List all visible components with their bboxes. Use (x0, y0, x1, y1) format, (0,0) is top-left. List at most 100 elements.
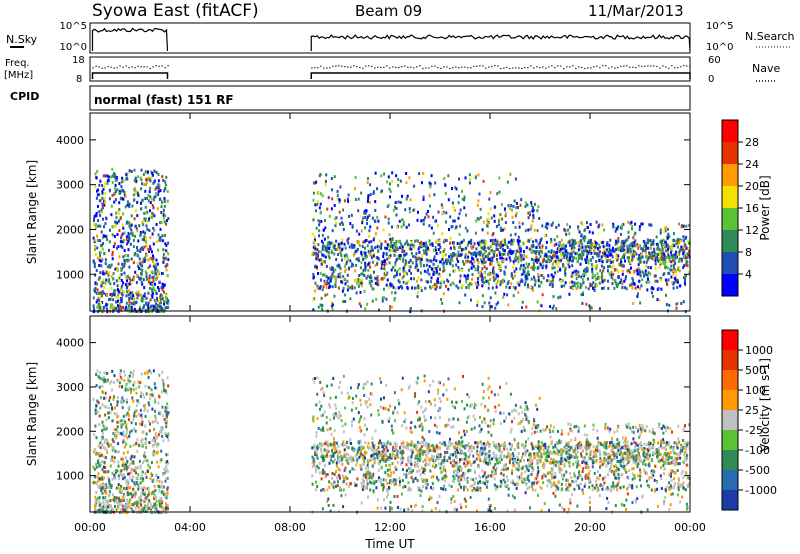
backscatter-cell (562, 245, 565, 249)
backscatter-cell (328, 241, 331, 245)
backscatter-cell (97, 452, 100, 456)
backscatter-cell (560, 244, 563, 248)
backscatter-cell (140, 505, 143, 509)
backscatter-cell (166, 492, 169, 496)
backscatter-cell (417, 291, 420, 294)
backscatter-cell (661, 248, 664, 252)
backscatter-cell (356, 281, 359, 285)
backscatter-cell (143, 211, 146, 215)
y-tick-label: 2000 (56, 223, 84, 236)
nave-point (665, 66, 667, 68)
backscatter-cell (578, 256, 580, 260)
backscatter-cell (162, 213, 165, 217)
backscatter-cell (488, 258, 491, 261)
backscatter-cell (118, 499, 121, 503)
backscatter-cell (164, 461, 167, 465)
backscatter-cell (465, 280, 468, 284)
backscatter-cell (392, 285, 395, 289)
backscatter-cell (132, 399, 135, 403)
backscatter-cell (506, 282, 509, 286)
backscatter-cell (609, 238, 612, 242)
backscatter-cell (146, 178, 149, 181)
backscatter-cell (676, 285, 679, 289)
backscatter-cell (164, 299, 167, 303)
backscatter-cell (144, 197, 147, 200)
backscatter-cell (386, 257, 389, 261)
backscatter-cell (555, 255, 558, 259)
backscatter-cell (144, 170, 147, 174)
backscatter-cell (98, 423, 101, 427)
backscatter-cell (102, 500, 105, 504)
backscatter-cell (142, 257, 145, 261)
backscatter-cell (345, 452, 348, 456)
backscatter-cell (151, 289, 154, 293)
backscatter-cell (554, 271, 557, 275)
backscatter-cell (123, 434, 126, 438)
backscatter-cell (671, 281, 674, 285)
backscatter-cell (684, 256, 687, 260)
backscatter-cell (527, 216, 530, 220)
backscatter-cell (413, 246, 416, 250)
backscatter-cell (676, 493, 679, 497)
colorbar-swatch (722, 230, 738, 252)
backscatter-cell (395, 273, 398, 277)
backscatter-cell (315, 254, 318, 258)
backscatter-cell (161, 307, 164, 311)
backscatter-cell (128, 492, 131, 496)
backscatter-cell (126, 507, 129, 511)
backscatter-cell (526, 272, 529, 276)
backscatter-cell (583, 456, 586, 460)
freq-panel-frame (89, 56, 691, 82)
backscatter-cell (559, 247, 562, 251)
backscatter-cell (552, 426, 555, 429)
backscatter-cell (117, 414, 120, 418)
backscatter-cell (666, 249, 669, 253)
backscatter-cell (147, 310, 150, 314)
backscatter-cell (140, 486, 143, 490)
backscatter-cell (331, 197, 334, 201)
backscatter-cell (664, 278, 667, 282)
backscatter-cell (366, 244, 369, 248)
backscatter-cell (590, 263, 593, 266)
backscatter-cell (155, 386, 158, 390)
backscatter-cell (475, 247, 478, 251)
backscatter-cell (584, 228, 587, 232)
backscatter-cell (164, 409, 167, 413)
backscatter-cell (632, 236, 635, 240)
backscatter-cell (661, 257, 664, 261)
backscatter-cell (135, 209, 137, 213)
backscatter-cell (159, 502, 162, 506)
backscatter-cell (109, 297, 112, 301)
backscatter-cell (673, 244, 676, 248)
backscatter-cell (568, 240, 571, 244)
backscatter-cell (644, 269, 647, 273)
backscatter-cell (165, 243, 168, 247)
backscatter-cell (137, 484, 140, 488)
backscatter-cell (530, 201, 533, 205)
nave-point (443, 66, 445, 68)
backscatter-cell (654, 279, 657, 283)
backscatter-cell (333, 294, 336, 298)
backscatter-cell (117, 279, 120, 282)
backscatter-cell (334, 224, 337, 228)
backscatter-cell (333, 244, 336, 248)
backscatter-cell (426, 280, 429, 284)
backscatter-cell (163, 283, 166, 287)
backscatter-cell (579, 262, 582, 266)
backscatter-cell (587, 259, 590, 263)
backscatter-cell (623, 248, 626, 252)
backscatter-cell (122, 461, 125, 465)
nave-point (140, 66, 142, 68)
backscatter-cell (361, 272, 364, 276)
nave-point (548, 66, 550, 68)
backscatter-cell (476, 445, 479, 449)
backscatter-cell (493, 214, 496, 218)
backscatter-cell (542, 264, 545, 268)
backscatter-cell (387, 244, 390, 247)
backscatter-cell (635, 252, 638, 256)
y-tick-label: 3000 (56, 179, 84, 192)
backscatter-cell (388, 248, 391, 252)
backscatter-cell (109, 396, 112, 399)
backscatter-cell (366, 218, 369, 222)
backscatter-cell (686, 246, 689, 250)
